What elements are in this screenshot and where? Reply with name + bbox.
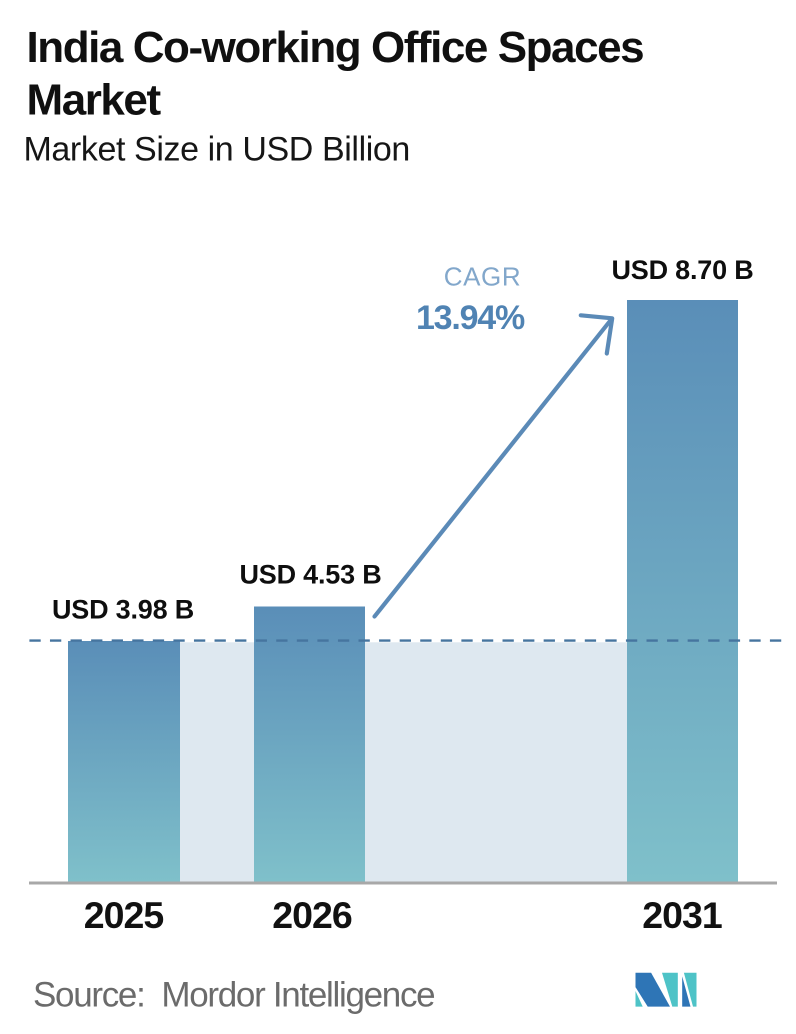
svg-text:India Co-working Office Spaces: India Co-working Office Spaces [27, 23, 644, 72]
svg-text:2031: 2031 [642, 894, 722, 936]
svg-text:Market: Market [27, 76, 162, 125]
svg-text:USD 3.98 B: USD 3.98 B [52, 595, 194, 625]
svg-text:CAGR: CAGR [444, 262, 522, 292]
svg-text:USD 8.70 B: USD 8.70 B [611, 255, 753, 285]
svg-text:USD 4.53 B: USD 4.53 B [239, 560, 381, 590]
svg-text:2026: 2026 [272, 894, 352, 936]
svg-text:2025: 2025 [84, 894, 164, 936]
svg-text:13.94%: 13.94% [416, 299, 525, 337]
svg-text:Market Size in USD Billion: Market Size in USD Billion [24, 131, 410, 169]
svg-text:Source: Mordor Intelligence: Source: Mordor Intelligence [33, 976, 434, 1015]
